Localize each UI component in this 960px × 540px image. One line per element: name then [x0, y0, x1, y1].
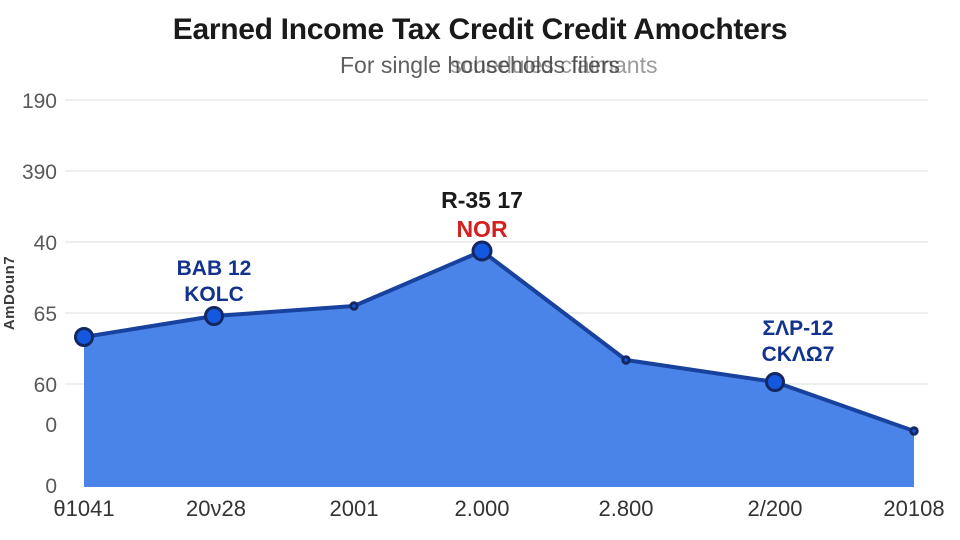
svg-text:2.800: 2.800 — [598, 496, 653, 521]
svg-text:40: 40 — [34, 232, 57, 255]
svg-text:NOR: NOR — [456, 216, 508, 242]
svg-text:20108: 20108 — [883, 496, 944, 521]
svg-text:2.000: 2.000 — [454, 496, 509, 521]
svg-text:R-35 17: R-35 17 — [441, 187, 523, 213]
svg-text:AmDoun7: AmDoun7 — [1, 256, 18, 330]
svg-text:BAB 12: BAB 12 — [177, 257, 252, 280]
svg-text:θ1041: θ1041 — [53, 496, 114, 521]
svg-text:20ν28: 20ν28 — [186, 496, 246, 521]
svg-text:CKΛΩ7: CKΛΩ7 — [762, 343, 835, 366]
svg-text:65: 65 — [34, 303, 57, 326]
svg-text:190: 190 — [22, 90, 57, 113]
svg-text:ΣΛP-12: ΣΛP-12 — [763, 317, 834, 340]
svg-text:0: 0 — [45, 414, 57, 437]
svg-text:KOLC: KOLC — [184, 283, 244, 306]
svg-text:390: 390 — [22, 161, 57, 184]
svg-text:60: 60 — [34, 374, 57, 397]
svg-text:0: 0 — [45, 475, 57, 498]
svg-text:2001: 2001 — [330, 496, 379, 521]
svg-text:2/200: 2/200 — [747, 496, 802, 521]
